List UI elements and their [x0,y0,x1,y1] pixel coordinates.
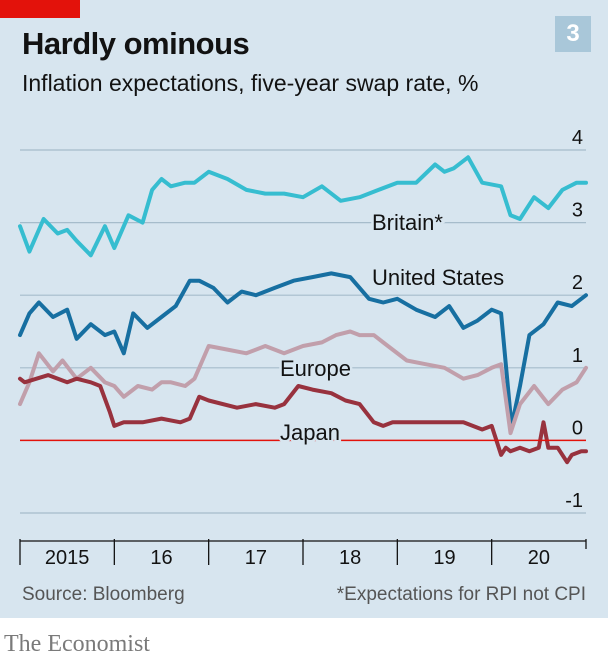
line-chart: 4 3 2 1 0 -1 2015 16 17 18 19 20 Britain* United Stat… [18,127,588,569]
series-label-britain: Britain* [372,210,443,235]
united-states-line [18,271,588,425]
chart-title: Hardly ominous [22,26,250,61]
y-tick-label: 3 [572,200,583,222]
economist-logo: The Economist [4,631,150,657]
chart-panel [0,0,608,618]
y-tick-label: -1 [565,490,583,512]
source-note: Source: Bloomberg [22,584,185,605]
series-label-united-states: United States [372,265,504,290]
series-label-japan: Japan [280,420,340,445]
series-label-europe: Europe [280,356,351,381]
x-tick-label: 16 [150,547,172,569]
y-tick-label: 2 [572,272,583,294]
x-tick-label: 2015 [45,547,90,569]
japan-line [18,373,588,465]
chart-number-badge: 3 [555,16,591,52]
y-tick-label: 4 [572,127,583,149]
x-tick-label: 18 [339,547,361,569]
y-tick-label: 1 [572,345,583,367]
x-tick-label: 20 [528,547,550,569]
europe-line [18,329,588,436]
x-tick-label: 19 [433,547,455,569]
chart-subtitle: Inflation expectations, five-year swap r… [22,70,479,96]
footnote: *Expectations for RPI not CPI [336,584,586,605]
x-tick-label: 17 [245,547,267,569]
britain-line [18,155,588,258]
brand-red-tag [0,0,80,18]
y-tick-label: 0 [572,417,583,439]
